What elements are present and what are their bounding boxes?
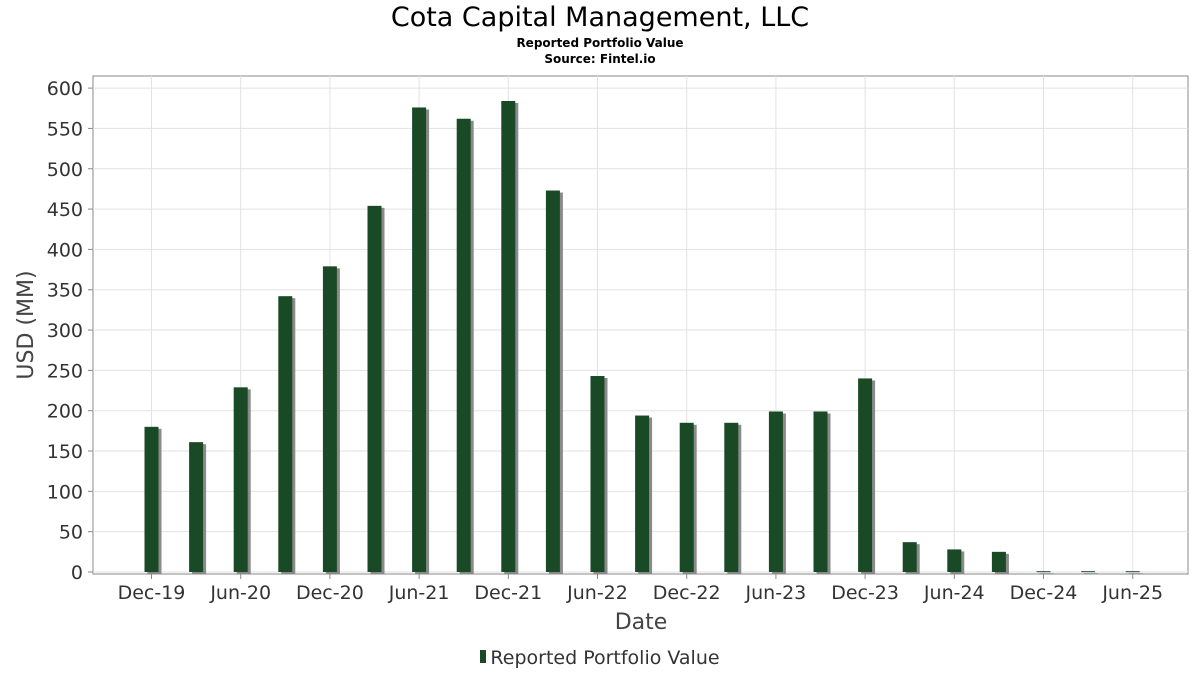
- legend: Reported Portfolio Value: [0, 646, 1200, 670]
- x-tick-label: Jun-25: [1101, 582, 1163, 604]
- bar: [233, 387, 248, 572]
- bar: [590, 376, 605, 572]
- bar: [679, 422, 694, 572]
- y-axis-label: USD (MM): [14, 270, 39, 379]
- x-tick-label: Jun-23: [745, 582, 807, 604]
- bar: [858, 378, 873, 572]
- bar: [724, 422, 739, 572]
- bar: [1036, 571, 1051, 573]
- x-tick-label: Dec-21: [474, 582, 542, 604]
- y-tick-label: 200: [47, 401, 83, 423]
- bar: [635, 415, 650, 572]
- bar: [456, 118, 471, 572]
- bar: [902, 542, 917, 572]
- bar: [1081, 571, 1096, 573]
- bar: [768, 411, 783, 572]
- bar: [144, 426, 159, 572]
- y-tick-label: 100: [47, 481, 83, 503]
- bar: [501, 101, 516, 572]
- y-tick-label: 50: [59, 522, 83, 544]
- legend-swatch: [480, 650, 487, 663]
- x-tick-label: Jun-24: [923, 582, 985, 604]
- x-tick-label: Jun-20: [209, 582, 271, 604]
- y-tick-label: 550: [47, 118, 83, 140]
- x-axis-ticks: Dec-19 Jun-20 Dec-20 Jun-21 Dec-21 Jun-22 Dec-…: [118, 574, 1163, 604]
- y-tick-label: 600: [47, 78, 83, 100]
- y-tick-label: 350: [47, 280, 83, 302]
- bar: [322, 266, 337, 572]
- y-tick-label: 500: [47, 159, 83, 181]
- bar: [545, 190, 560, 572]
- y-axis-ticks: 0 50 100 150 200 250 300 350 400 450 500 550 600: [47, 78, 93, 584]
- bar-shadow: [1039, 573, 1054, 575]
- x-tick-label: Dec-20: [296, 582, 364, 604]
- chart-subtitle: Reported Portfolio Value: [516, 36, 684, 50]
- y-tick-label: 0: [71, 562, 83, 584]
- y-tick-label: 150: [47, 441, 83, 463]
- bar: [991, 551, 1006, 572]
- bar-shadow: [1084, 573, 1099, 575]
- bar: [189, 442, 204, 572]
- legend-label: Reported Portfolio Value: [490, 647, 720, 669]
- y-tick-label: 300: [47, 320, 83, 342]
- bar-shadow: [1128, 573, 1143, 575]
- bar: [412, 107, 427, 573]
- chart-source: Source: Fintel.io: [544, 52, 656, 66]
- x-tick-label: Dec-23: [831, 582, 899, 604]
- x-tick-label: Jun-21: [388, 582, 450, 604]
- bar: [278, 296, 293, 572]
- y-tick-label: 250: [47, 360, 83, 382]
- x-tick-label: Dec-24: [1010, 582, 1078, 604]
- x-tick-label: Dec-22: [653, 582, 721, 604]
- y-tick-label: 450: [47, 199, 83, 221]
- bar: [367, 205, 382, 572]
- bar: [1125, 571, 1140, 573]
- bars: [144, 101, 1143, 575]
- x-tick-label: Jun-22: [566, 582, 628, 604]
- x-tick-label: Dec-19: [118, 582, 186, 604]
- bar: [947, 549, 962, 572]
- y-tick-label: 400: [47, 239, 83, 261]
- x-axis-label: Date: [615, 610, 668, 635]
- bar: [813, 411, 828, 572]
- chart-title: Cota Capital Management, LLC: [390, 2, 810, 33]
